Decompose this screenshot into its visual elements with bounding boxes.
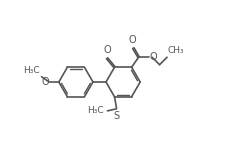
- Text: H₃C: H₃C: [88, 106, 104, 115]
- Text: H₃C: H₃C: [23, 66, 40, 75]
- Text: O: O: [150, 52, 157, 62]
- Text: S: S: [114, 111, 120, 121]
- Text: O: O: [104, 45, 111, 55]
- Text: O: O: [42, 77, 50, 87]
- Text: O: O: [128, 35, 136, 45]
- Text: CH₃: CH₃: [168, 46, 184, 55]
